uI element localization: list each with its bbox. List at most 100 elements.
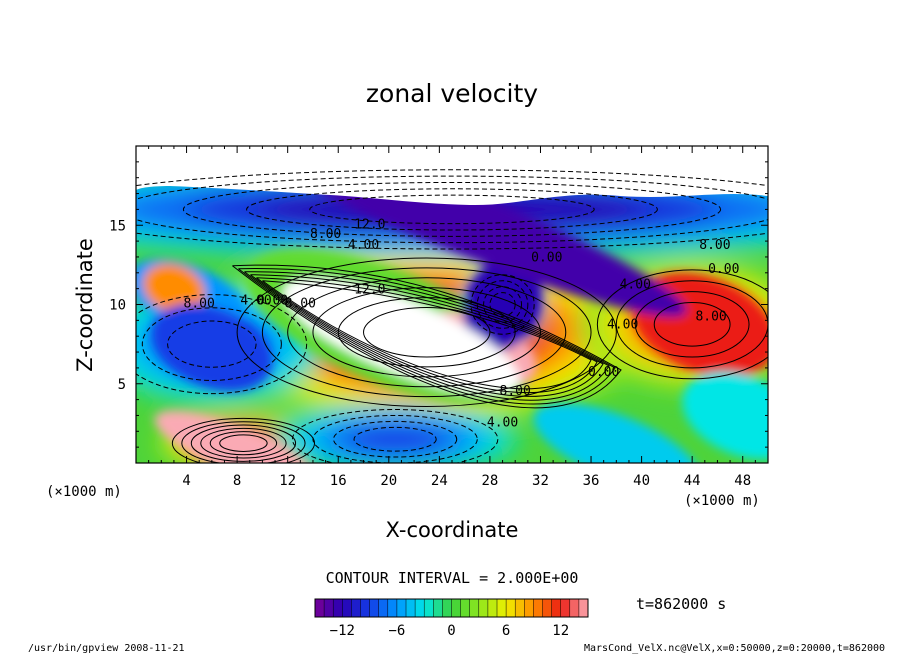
contour-label: 4.00	[607, 317, 638, 332]
contour-line	[141, 307, 282, 381]
colorbar-swatch	[478, 599, 489, 617]
contour-line	[232, 264, 622, 409]
x-tick-label: 32	[532, 473, 549, 489]
contour-line	[167, 320, 257, 368]
contour-label: 8.00	[285, 297, 316, 312]
contour-line	[261, 267, 592, 398]
colorbar-tick-label: −6	[388, 623, 405, 639]
jet-core	[283, 278, 520, 395]
x-tick-label: 40	[633, 473, 650, 489]
field-patch	[154, 410, 320, 463]
contour-line	[256, 277, 598, 394]
field-blob	[344, 424, 447, 454]
footer-left: /usr/bin/gpview 2008-11-21	[28, 643, 185, 654]
field-patch	[533, 402, 700, 463]
colorbar-swatch	[506, 599, 516, 617]
masked-region-top	[136, 146, 768, 206]
contour-label: 8.00	[184, 297, 215, 312]
contour-label: 4.00	[620, 278, 651, 293]
colorbar-swatch	[315, 599, 325, 617]
contour-line	[181, 421, 306, 463]
colorbar-tick-label: 6	[502, 623, 510, 639]
contour-line	[309, 194, 595, 225]
colorbar-swatch	[342, 599, 352, 617]
x-tick-label: 20	[380, 473, 397, 489]
contour-line	[333, 420, 458, 458]
contour-line	[136, 294, 308, 395]
contour-line	[136, 175, 768, 244]
contour-line	[136, 169, 768, 250]
contour-line	[489, 292, 516, 317]
contour-label: 4.00	[240, 294, 271, 309]
contour-label: 0.00	[588, 365, 619, 380]
contour-line	[171, 417, 316, 463]
contour-label: 0.00	[531, 251, 562, 266]
contour-line	[312, 414, 478, 463]
contour-label: 12.0	[354, 282, 385, 297]
colorbar-swatch	[515, 599, 525, 617]
contour-label: 4.00	[348, 238, 379, 253]
contour-labels: 12.0 8.00 4.00 0.00 8.00 0.00 4.00 12.0 8.00 0.00…	[184, 217, 740, 430]
x-tick-label: 48	[734, 473, 751, 489]
colorbar-swatch	[360, 599, 371, 617]
y-axis: 5 10 15	[109, 161, 768, 448]
colorbar-swatch	[460, 599, 471, 617]
contour-line	[291, 409, 499, 463]
colorbar-swatch	[396, 599, 407, 617]
colorbar-swatch	[433, 599, 443, 617]
colorbar-swatch	[487, 599, 498, 617]
colorbar-tick-label: −12	[330, 623, 355, 639]
contour-line	[182, 181, 722, 237]
x-tick-label: 8	[233, 473, 241, 489]
contour-line	[246, 188, 658, 231]
colorbar-swatch	[378, 599, 389, 617]
colorbar-swatch	[542, 599, 553, 617]
contour-label: 12.0	[354, 217, 385, 232]
colorbar-swatch	[333, 599, 343, 617]
contour-line	[244, 271, 610, 401]
colorbar-swatch	[533, 599, 543, 617]
colorbar-swatch	[415, 599, 425, 617]
y-tick-label: 10	[109, 298, 126, 314]
contour-interval-text: CONTOUR INTERVAL = 2.000E+00	[326, 569, 579, 587]
colorbar-swatch	[497, 599, 507, 617]
field-patch	[682, 371, 768, 460]
colorbar-swatch	[524, 599, 534, 617]
x-axis-units-left: (×1000 m)	[46, 484, 122, 500]
y-tick-label: 15	[109, 218, 126, 234]
contour-line	[653, 302, 731, 347]
x-tick-label: 12	[279, 473, 296, 489]
contour-label: 4.00	[487, 416, 518, 431]
contour-line	[190, 424, 297, 462]
x-axis-units-right: (×1000 m)	[684, 493, 760, 509]
colorbar-swatch	[369, 599, 380, 617]
colorbar-tick-label: 0	[447, 623, 455, 639]
colorbar-swatch	[551, 599, 562, 617]
contour-line	[209, 431, 278, 456]
colorbar-swatch	[387, 599, 398, 617]
field-patch	[143, 263, 205, 314]
colorbar-swatch	[469, 599, 480, 617]
contour-label: 8.00	[699, 238, 730, 253]
footer-right: MarsCond_VelX.nc@VelX,x=0:50000,z=0:2000…	[584, 643, 885, 654]
field-patch	[151, 303, 273, 392]
x-tick-label: 16	[330, 473, 347, 489]
colorbar-swatch	[406, 599, 416, 617]
plot-area: 12.0 8.00 4.00 0.00 8.00 0.00 4.00 12.0 8.00 0.00…	[136, 146, 768, 463]
contour-line	[262, 280, 592, 390]
colorbar	[315, 599, 589, 617]
contour-line	[353, 426, 437, 452]
contour-label: 8.00	[695, 309, 726, 324]
contour-line	[250, 274, 604, 397]
x-axis-label: X-coordinate	[386, 518, 519, 542]
x-tick-label: 4	[182, 473, 190, 489]
contour-label: 0.00	[708, 262, 739, 277]
contour-label: 8.00	[500, 384, 531, 399]
x-tick-label: 28	[481, 473, 498, 489]
contour-line	[236, 257, 617, 408]
contour-line	[634, 291, 750, 358]
colorbar-swatch	[578, 599, 589, 617]
contour-line	[476, 280, 529, 329]
colorbar-swatch	[324, 599, 334, 617]
